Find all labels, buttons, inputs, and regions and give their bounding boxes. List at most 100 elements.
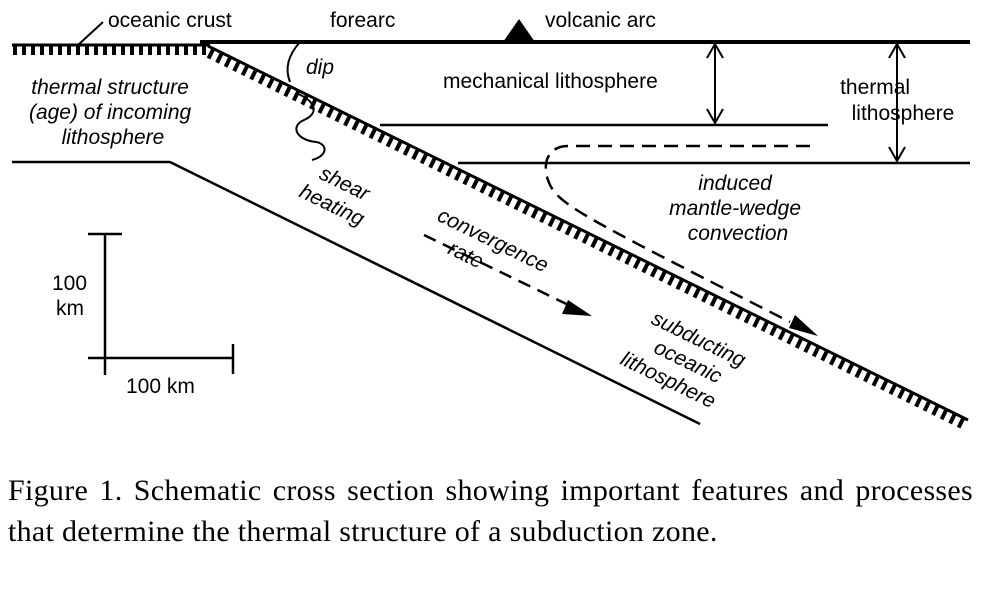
arrowhead-down-icon xyxy=(888,146,906,164)
hatch-tick xyxy=(863,370,872,383)
label-subducting-oceanic-lithosphere: subducting oceanic lithosphere xyxy=(617,302,755,419)
subduction-cross-section-diagram: oceanic crust forearc volcanic arc dip m… xyxy=(12,9,970,429)
hatch-tick xyxy=(726,303,736,316)
hatch-tick xyxy=(701,291,710,303)
hatch-tick xyxy=(684,282,693,295)
hatch-tick xyxy=(786,332,795,345)
hatch-tick xyxy=(232,60,241,72)
label-incoming-lithosphere: thermal structure (age) of incoming lith… xyxy=(29,76,197,149)
hatch-tick xyxy=(632,257,642,270)
hatch-tick xyxy=(718,299,727,312)
hatch-tick xyxy=(334,110,344,123)
hatch-tick xyxy=(283,85,292,98)
figure-caption: Figure 1. Schematic cross section showin… xyxy=(8,474,973,548)
hatch-tick xyxy=(846,362,855,374)
hatch-tick xyxy=(769,324,778,337)
hatch-tick xyxy=(905,391,915,404)
hatch-tick xyxy=(556,219,565,232)
slab-base-line xyxy=(169,160,701,426)
hatch-tick xyxy=(488,186,497,198)
hatch-tick xyxy=(326,106,335,119)
hatch-tick xyxy=(914,395,923,408)
hatch-tick xyxy=(956,416,966,429)
label-thermal-lithosphere: thermal lithosphere xyxy=(840,76,954,125)
hatch-tick xyxy=(564,223,574,236)
hatch-tick xyxy=(692,286,702,299)
hatch-tick xyxy=(402,144,412,156)
label-forearc: forearc xyxy=(330,9,395,32)
hatch-tick xyxy=(667,274,676,286)
hatch-tick xyxy=(317,102,326,114)
hatch-tick xyxy=(249,68,258,81)
hatch-tick xyxy=(735,307,744,320)
hatch-tick xyxy=(837,358,846,370)
seafloor-hatching xyxy=(13,45,206,55)
hatch-tick xyxy=(777,328,787,341)
convergence-arrowhead-icon xyxy=(562,300,592,316)
hatch-tick xyxy=(598,240,608,253)
hatch-tick xyxy=(436,161,446,173)
hatch-tick xyxy=(206,47,216,60)
arrowhead-down-icon xyxy=(706,108,724,126)
hatch-tick xyxy=(309,98,318,110)
slab-hatching xyxy=(206,47,966,429)
convergence-rate-arrow xyxy=(423,233,584,314)
hatch-tick xyxy=(752,316,761,328)
hatch-tick xyxy=(743,312,753,324)
hatch-tick xyxy=(377,131,386,144)
hatch-tick xyxy=(803,341,812,354)
hatch-tick xyxy=(948,412,957,425)
hatch-tick xyxy=(539,211,548,223)
hatch-tick xyxy=(624,253,633,265)
hatch-tick xyxy=(385,135,395,148)
hatch-tick xyxy=(453,169,463,182)
hatch-tick xyxy=(462,173,471,186)
hatch-tick xyxy=(897,387,906,400)
label-oceanic-crust: oceanic crust xyxy=(108,9,232,32)
hatch-tick xyxy=(445,165,454,177)
hatch-tick xyxy=(343,114,352,127)
hatch-tick xyxy=(496,190,505,203)
arrowhead-up-icon xyxy=(888,41,906,59)
hatch-tick xyxy=(215,51,224,64)
shear-heating-squiggle xyxy=(295,92,326,161)
hatch-tick xyxy=(820,349,829,362)
label-mechanical-lithosphere: mechanical lithosphere xyxy=(443,70,658,93)
hatch-tick xyxy=(709,295,719,307)
label-horizontal-scale: 100 km xyxy=(126,375,195,398)
hatch-tick xyxy=(828,353,838,366)
hatch-tick xyxy=(291,89,301,102)
hatch-tick xyxy=(871,374,881,387)
hatch-tick xyxy=(360,123,369,135)
arrowhead-up-icon xyxy=(706,41,724,59)
hatch-tick xyxy=(880,379,889,391)
hatch-tick xyxy=(223,56,233,68)
label-vertical-scale: 100 km xyxy=(52,272,93,320)
label-mantle-wedge-convection: induced mantle-wedge convection xyxy=(669,172,807,245)
hatch-tick xyxy=(522,202,531,215)
hatch-tick xyxy=(641,261,650,274)
hatch-tick xyxy=(479,181,488,194)
hatch-tick xyxy=(939,408,949,421)
dip-angle-arc xyxy=(286,41,301,83)
hatch-tick xyxy=(505,194,514,207)
hatch-tick xyxy=(760,320,770,333)
oceanic-crust-pointer xyxy=(77,21,104,46)
hatch-tick xyxy=(658,270,667,282)
hatch-tick xyxy=(607,244,616,257)
hatch-tick xyxy=(368,127,378,140)
hatch-tick xyxy=(470,177,480,190)
hatch-tick xyxy=(590,236,599,249)
hatch-tick xyxy=(888,383,898,395)
hatch-tick xyxy=(931,404,940,416)
hatch-tick xyxy=(854,366,863,379)
hatch-tick xyxy=(428,156,437,169)
hatch-tick xyxy=(274,81,284,93)
label-dip: dip xyxy=(306,56,334,79)
hatch-tick xyxy=(411,148,420,161)
hatch-tick xyxy=(922,400,932,412)
hatch-tick xyxy=(615,249,625,261)
hatch-tick xyxy=(351,119,361,131)
hatch-tick xyxy=(300,93,309,106)
hatch-tick xyxy=(649,265,659,278)
